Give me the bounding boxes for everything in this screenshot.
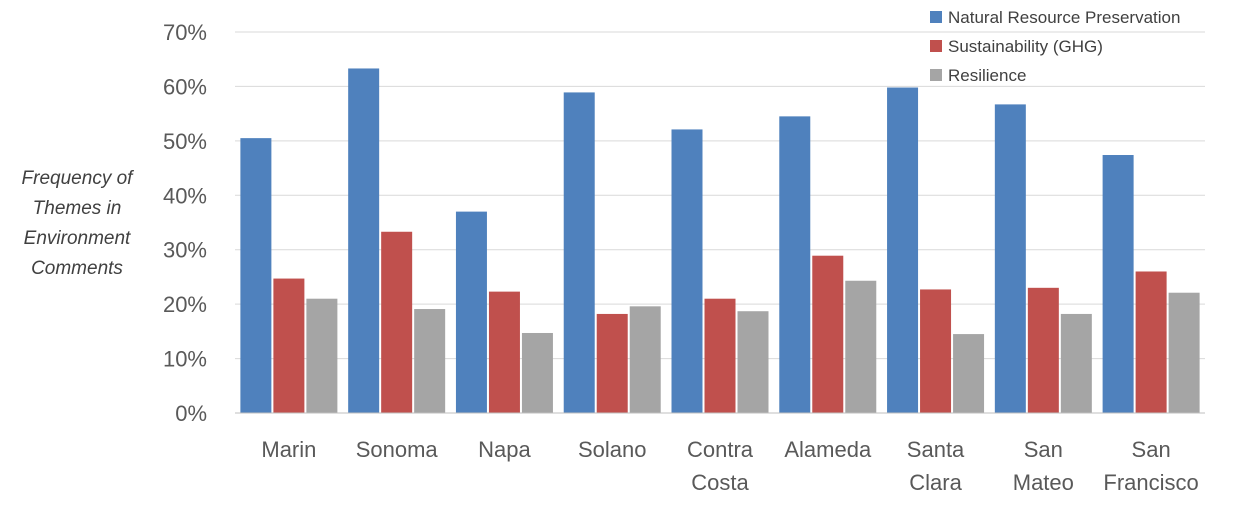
bar-resilience — [521, 332, 553, 413]
bar-sustainability-ghg — [920, 289, 952, 413]
x-axis-ticks: Marin Sonoma Napa Solano Contra Costa Alameda S… — [261, 437, 1198, 495]
legend-swatch — [930, 69, 942, 81]
legend-label: Resilience — [948, 66, 1026, 85]
y-axis-ticks: 0% 10% 20% 30% 40% 50% 60% 70% — [163, 20, 207, 426]
bar-natural-resource-preservation — [779, 116, 811, 413]
legend-label: Sustainability (GHG) — [948, 37, 1103, 56]
bar-sustainability-ghg — [704, 298, 736, 413]
bar-natural-resource-preservation — [671, 129, 703, 414]
bar-natural-resource-preservation — [887, 87, 919, 413]
bar-natural-resource-preservation — [994, 104, 1026, 413]
y-tick-label: 20% — [163, 292, 207, 317]
bar-resilience — [845, 280, 877, 413]
legend: Natural Resource Preservation Sustainabil… — [930, 8, 1180, 85]
x-tick-label: Santa — [907, 437, 965, 462]
bar-natural-resource-preservation — [1102, 155, 1134, 413]
x-tick-label: Solano — [578, 437, 647, 462]
y-axis-label-line: Themes in — [33, 198, 122, 219]
bar-resilience — [1168, 292, 1200, 413]
bar-sustainability-ghg — [596, 313, 628, 413]
x-tick-label: San — [1132, 437, 1171, 462]
y-axis-label-line: Environment — [24, 228, 131, 249]
y-tick-label: 70% — [163, 20, 207, 45]
bar-resilience — [414, 309, 446, 413]
legend-swatch — [930, 11, 942, 23]
x-tick-label: Sonoma — [356, 437, 439, 462]
bar-sustainability-ghg — [273, 278, 305, 413]
x-tick-label: Mateo — [1013, 470, 1074, 495]
bar-resilience — [953, 334, 985, 413]
x-tick-label: Costa — [691, 470, 749, 495]
y-axis-label-line: Frequency of — [22, 168, 135, 189]
legend-swatch — [930, 40, 942, 52]
bar-sustainability-ghg — [1135, 271, 1167, 413]
x-tick-label: Alameda — [784, 437, 872, 462]
bar-resilience — [629, 306, 661, 413]
bar-sustainability-ghg — [812, 255, 844, 413]
bar-sustainability-ghg — [488, 291, 520, 413]
y-tick-label: 0% — [175, 401, 207, 426]
x-tick-label: Clara — [909, 470, 962, 495]
y-tick-label: 60% — [163, 74, 207, 99]
x-tick-label: Napa — [478, 437, 531, 462]
legend-label: Natural Resource Preservation — [948, 8, 1180, 27]
x-tick-label: San — [1024, 437, 1063, 462]
y-tick-label: 30% — [163, 238, 207, 263]
x-tick-label: Marin — [261, 437, 316, 462]
x-tick-label: Contra — [687, 437, 754, 462]
bar-sustainability-ghg — [1027, 287, 1059, 413]
bars — [240, 68, 1200, 414]
y-axis-label-line: Comments — [31, 258, 123, 279]
y-axis-label: Frequency of Themes in Environment Comments — [22, 168, 135, 279]
bar-natural-resource-preservation — [455, 211, 487, 413]
y-tick-label: 50% — [163, 129, 207, 154]
y-tick-label: 40% — [163, 183, 207, 208]
y-tick-label: 10% — [163, 347, 207, 372]
x-tick-label: Francisco — [1103, 470, 1198, 495]
bar-resilience — [306, 298, 338, 413]
bar-sustainability-ghg — [381, 231, 413, 413]
bar-natural-resource-preservation — [240, 138, 272, 413]
bar-resilience — [737, 311, 769, 413]
bar-natural-resource-preservation — [563, 92, 595, 413]
bar-resilience — [1060, 313, 1092, 413]
bar-natural-resource-preservation — [348, 68, 380, 414]
